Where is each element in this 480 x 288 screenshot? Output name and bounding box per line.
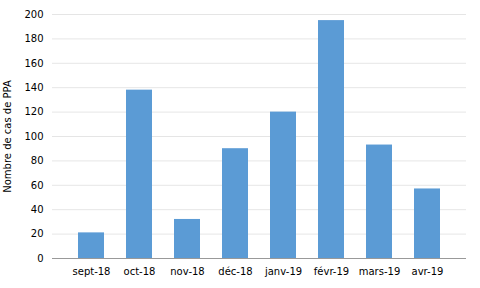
svg-text:140: 140 bbox=[24, 82, 43, 93]
svg-text:100: 100 bbox=[24, 131, 43, 142]
svg-text:120: 120 bbox=[24, 106, 43, 117]
svg-text:80: 80 bbox=[31, 155, 44, 166]
svg-text:mars-19: mars-19 bbox=[359, 266, 401, 277]
svg-text:janv-19: janv-19 bbox=[264, 266, 302, 277]
svg-text:200: 200 bbox=[24, 9, 43, 20]
svg-text:sept-18: sept-18 bbox=[73, 266, 111, 277]
svg-text:avr-19: avr-19 bbox=[412, 266, 444, 277]
svg-text:déc-18: déc-18 bbox=[218, 266, 252, 277]
svg-text:160: 160 bbox=[24, 58, 43, 69]
svg-text:févr-19: févr-19 bbox=[314, 266, 349, 277]
svg-text:60: 60 bbox=[31, 180, 44, 191]
svg-text:oct-18: oct-18 bbox=[124, 266, 156, 277]
svg-text:nov-18: nov-18 bbox=[170, 266, 204, 277]
svg-text:40: 40 bbox=[31, 204, 44, 215]
svg-text:180: 180 bbox=[24, 33, 43, 44]
svg-text:Nombre de cas de PPA: Nombre de cas de PPA bbox=[2, 80, 13, 193]
svg-text:0: 0 bbox=[37, 253, 43, 264]
svg-text:20: 20 bbox=[31, 228, 44, 239]
